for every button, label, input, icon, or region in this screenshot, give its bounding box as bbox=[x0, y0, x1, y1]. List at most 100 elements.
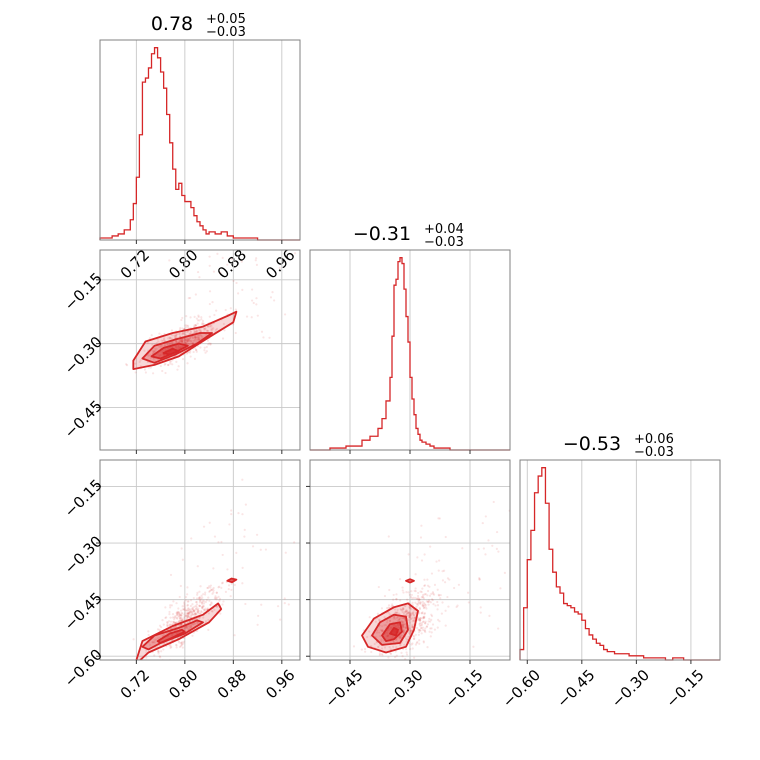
sample-point bbox=[204, 607, 207, 610]
sample-point bbox=[414, 601, 417, 604]
sample-point bbox=[287, 603, 290, 606]
sample-point bbox=[441, 579, 444, 582]
sample-point bbox=[196, 270, 200, 274]
sample-point bbox=[149, 356, 152, 360]
sample-point bbox=[198, 596, 201, 599]
sample-point bbox=[180, 614, 183, 617]
sample-point bbox=[198, 338, 201, 342]
histogram-bin bbox=[556, 587, 560, 660]
sample-point bbox=[184, 341, 187, 345]
sample-point bbox=[425, 625, 429, 628]
sample-point bbox=[200, 318, 203, 321]
sample-point bbox=[190, 624, 193, 627]
sample-point bbox=[398, 578, 402, 581]
sample-point bbox=[250, 299, 254, 302]
sample-point bbox=[168, 613, 171, 616]
sample-point bbox=[435, 560, 438, 563]
sample-point bbox=[179, 619, 182, 622]
sample-point bbox=[215, 591, 218, 594]
sample-point bbox=[180, 612, 183, 615]
sample-point bbox=[186, 620, 190, 624]
sample-point bbox=[191, 342, 194, 346]
sample-point bbox=[199, 585, 202, 588]
sample-point bbox=[212, 586, 215, 590]
sample-point bbox=[430, 614, 434, 618]
sample-point bbox=[173, 618, 176, 621]
sample-point bbox=[183, 604, 186, 607]
sample-point bbox=[204, 593, 207, 596]
sample-point bbox=[222, 600, 225, 603]
sample-point bbox=[147, 633, 150, 637]
sample-point bbox=[181, 338, 184, 341]
sample-point bbox=[151, 641, 154, 644]
sample-point bbox=[479, 606, 482, 609]
sample-point bbox=[419, 601, 422, 604]
sample-point bbox=[188, 620, 192, 623]
sample-point bbox=[439, 597, 442, 600]
sample-point bbox=[211, 588, 214, 591]
sample-point bbox=[403, 613, 406, 616]
sample-point bbox=[206, 607, 209, 610]
sample-point bbox=[213, 608, 216, 611]
sample-point bbox=[210, 325, 213, 328]
sample-point bbox=[198, 334, 201, 338]
sample-point bbox=[180, 641, 183, 644]
sample-point bbox=[185, 338, 188, 341]
diag-0-x-tick-labels: 0.72 0.80 0.88 0.96 bbox=[117, 246, 299, 282]
sample-point bbox=[170, 329, 174, 332]
sample-point bbox=[184, 338, 188, 342]
sample-point bbox=[422, 615, 425, 619]
sample-point bbox=[269, 296, 273, 299]
y-tick-label: −0.45 bbox=[61, 397, 106, 442]
sample-point bbox=[429, 635, 432, 638]
sample-point bbox=[411, 612, 414, 616]
sample-point bbox=[428, 630, 431, 633]
sample-point bbox=[398, 618, 401, 622]
sample-point bbox=[421, 626, 425, 629]
sample-point bbox=[255, 257, 258, 260]
sample-point bbox=[178, 614, 181, 617]
sample-point bbox=[163, 343, 166, 346]
sample-point bbox=[153, 654, 156, 657]
sample-point bbox=[404, 626, 407, 630]
sample-point bbox=[187, 611, 190, 614]
sample-point bbox=[421, 595, 424, 598]
sample-point bbox=[176, 332, 179, 336]
sample-point bbox=[210, 323, 213, 326]
sample-point bbox=[201, 319, 205, 323]
sample-point bbox=[408, 627, 411, 630]
sample-point bbox=[495, 547, 498, 550]
sample-point bbox=[418, 618, 421, 621]
sample-point bbox=[394, 611, 397, 614]
sample-point bbox=[169, 337, 172, 340]
sample-point bbox=[180, 643, 184, 646]
sample-point bbox=[196, 621, 199, 624]
sample-point bbox=[172, 600, 175, 603]
sample-point bbox=[389, 640, 393, 644]
sample-point bbox=[175, 646, 178, 649]
sample-point bbox=[380, 640, 383, 643]
sample-point bbox=[187, 616, 190, 619]
sample-point bbox=[307, 493, 309, 495]
diag-2-ticks bbox=[526, 660, 692, 664]
sample-point bbox=[408, 619, 411, 622]
sample-point bbox=[413, 617, 416, 620]
sample-point bbox=[230, 513, 233, 516]
sample-point bbox=[157, 340, 160, 343]
sample-point bbox=[175, 643, 178, 646]
sample-point bbox=[423, 629, 426, 632]
sample-point bbox=[390, 605, 393, 608]
sample-point bbox=[200, 316, 203, 319]
sample-point bbox=[168, 644, 171, 647]
sample-point bbox=[183, 341, 186, 344]
sample-point bbox=[196, 611, 200, 614]
sample-point bbox=[186, 609, 190, 612]
sample-point bbox=[192, 339, 195, 343]
sample-point bbox=[443, 569, 446, 572]
sample-point bbox=[208, 599, 211, 602]
sample-point bbox=[431, 623, 435, 626]
sample-point bbox=[187, 607, 190, 610]
sample-point bbox=[185, 625, 188, 628]
sample-point bbox=[394, 656, 397, 659]
sample-point bbox=[213, 313, 216, 317]
